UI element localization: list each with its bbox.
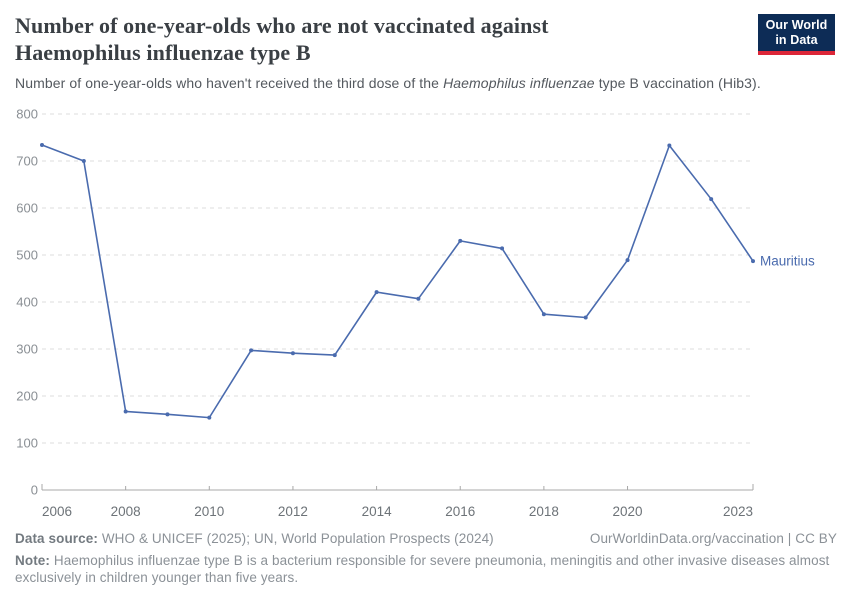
data-point[interactable]	[165, 412, 170, 417]
data-point[interactable]	[81, 159, 86, 163]
y-tick-label: 700	[16, 154, 38, 169]
data-point[interactable]	[207, 415, 212, 420]
data-point[interactable]	[416, 296, 421, 301]
chart-title: Number of one-year-olds who are not vacc…	[15, 13, 549, 65]
y-tick-label: 500	[16, 248, 38, 263]
x-tick-label: 2018	[529, 504, 559, 519]
owid-logo-line1: Our World	[765, 18, 828, 32]
note-label: Note:	[15, 553, 50, 568]
data-point[interactable]	[249, 348, 254, 353]
x-tick-label: 2014	[362, 504, 393, 519]
y-tick-label: 200	[16, 389, 38, 404]
note-text: Haemophilus influenzae type B is a bacte…	[15, 553, 830, 585]
data-point[interactable]	[123, 409, 128, 414]
data-point[interactable]	[40, 143, 44, 148]
y-tick-label: 800	[16, 107, 38, 122]
y-tick-label: 400	[16, 295, 38, 310]
subtitle-italic-text: Haemophilus influenzae	[443, 75, 595, 91]
data-point[interactable]	[290, 351, 295, 356]
y-tick-label: 0	[31, 483, 38, 498]
line-chart[interactable]: 0 100 200 300 400 500 600 700 800 2006 2008 2010 201…	[0, 100, 850, 525]
y-tick-label: 100	[16, 436, 38, 451]
data-point[interactable]	[625, 258, 630, 263]
x-tick-label: 2020	[613, 504, 643, 519]
trend-line[interactable]	[41, 144, 754, 419]
data-point[interactable]	[332, 353, 337, 358]
owid-logo-line2: in Data	[775, 33, 818, 47]
x-tick-label: 2012	[278, 504, 308, 519]
x-tick-label: 2006	[42, 504, 72, 519]
data-source-text: WHO & UNICEF (2025); UN, World Populatio…	[97, 531, 494, 546]
y-tick-label: 600	[16, 201, 38, 216]
subtitle-text: Number of one-year-olds who haven't rece…	[15, 75, 444, 91]
x-tick-label: 2010	[194, 504, 224, 519]
data-point[interactable]	[374, 290, 379, 295]
chart-header: Number of one-year-olds who are not vacc…	[15, 12, 835, 91]
data-point[interactable]	[709, 197, 714, 202]
data-source-label: Data source:	[15, 531, 98, 546]
data-point[interactable]	[751, 259, 755, 264]
chart-subtitle: Number of one-year-olds who haven't rece…	[15, 75, 835, 91]
data-source: Data source: WHO & UNICEF (2025); UN, Wo…	[15, 531, 494, 546]
chart-footer: Data source: WHO & UNICEF (2025); UN, Wo…	[15, 531, 837, 586]
data-point[interactable]	[541, 312, 546, 317]
x-tick-label: 2008	[111, 504, 141, 519]
data-point[interactable]	[500, 246, 505, 251]
entity-label[interactable]: Mauritius	[760, 254, 815, 269]
data-point[interactable]	[458, 238, 463, 243]
data-point[interactable]	[667, 143, 672, 148]
subtitle-text-end: type B vaccination (Hib3).	[594, 75, 761, 91]
x-tick-label: 2023	[723, 504, 753, 519]
y-tick-label: 300	[16, 342, 38, 357]
x-tick-label: 2016	[445, 504, 475, 519]
chart-note: Note: Haemophilus influenzae type B is a…	[15, 553, 837, 586]
owid-url-link[interactable]: OurWorldinData.org/vaccination | CC BY	[589, 531, 837, 546]
owid-logo: Our World in Data	[758, 14, 835, 55]
data-point[interactable]	[583, 315, 588, 320]
